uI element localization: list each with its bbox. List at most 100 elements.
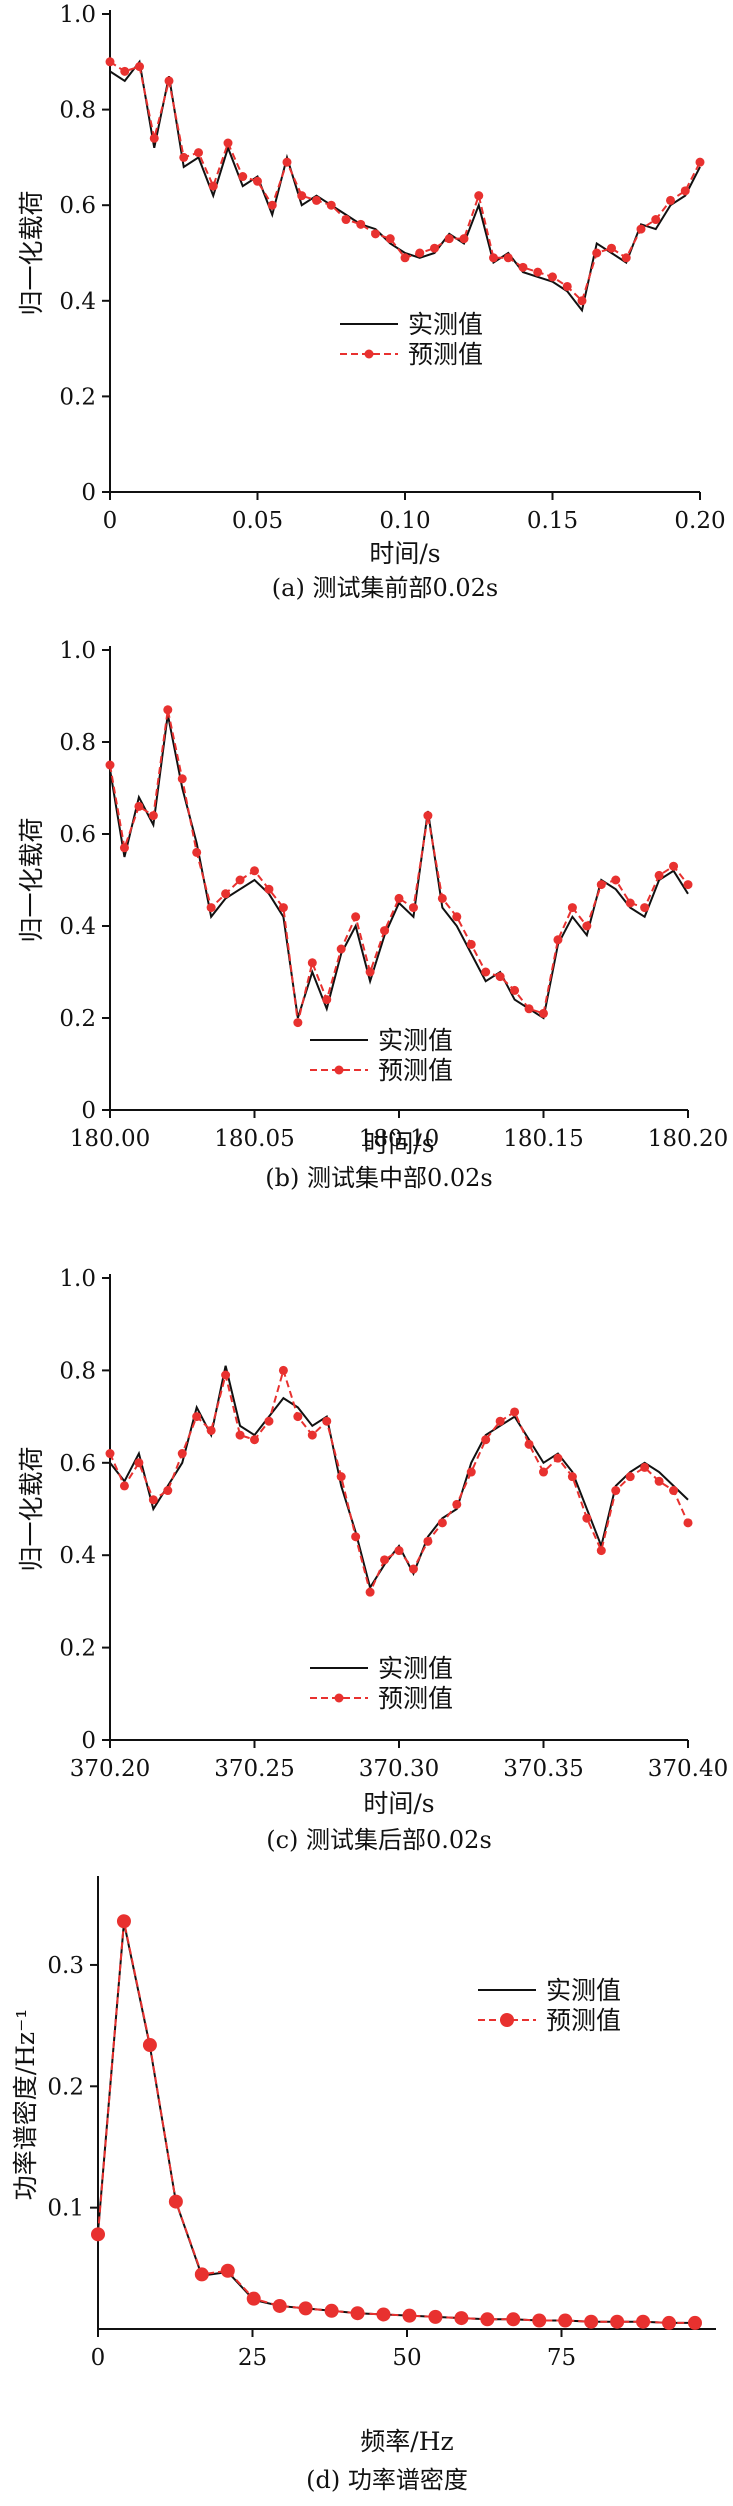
predicted-point [278,1365,288,1375]
predicted-point [654,1476,664,1486]
predicted-point [341,215,351,225]
legend-predicted-label: 预测值 [378,1684,453,1713]
predicted-point [695,157,705,167]
predicted-point [177,774,187,784]
x-tick-label: 0.05 [232,508,283,534]
chart-panel-a: 0 0.05 0.10 0.15 0.20 0 0.2 0.4 0.6 0.8 1.0 时间/s 归一化… [17,2,726,602]
predicted-point [350,2306,365,2321]
predicted-point [312,195,321,205]
predicted-point [669,1486,679,1496]
legend-predicted-label: 预测值 [546,2006,621,2035]
predicted-point [351,1532,361,1542]
x-tick-label: 180.15 [503,1126,583,1152]
y-tick-label: 0.6 [59,1451,96,1477]
legend-measured-label: 实测值 [408,310,483,339]
predicted-point [611,1486,621,1496]
predicted-point [148,1495,158,1505]
x-axis-label: 时间/s [363,1129,434,1158]
y-tick-label: 0.4 [59,1543,96,1569]
predicted-point [437,1518,447,1528]
predicted-point [105,760,115,770]
x-tick-label: 370.30 [359,1756,439,1782]
predicted-point [135,62,144,72]
y-axis-label: 归一化载荷 [17,190,46,315]
predicted-point [548,272,557,282]
predicted-point [134,1458,144,1468]
predicted-point [164,76,174,86]
predicted-point [163,705,173,715]
predicted-point [293,1018,303,1028]
y-tick-label: 0.2 [59,1636,96,1662]
predicted-point [651,215,661,225]
predicted-point [264,884,274,894]
y-tick-label: 0.8 [59,98,96,124]
predicted-point [179,152,189,162]
y-tick-label: 0.6 [59,822,96,848]
predicted-point [336,1472,346,1482]
predicted-point [400,253,410,263]
predicted-point [119,843,129,853]
series-measured-line [109,714,689,1020]
predicted-point [307,958,317,968]
predicted-point [640,1462,650,1472]
y-tick-label: 0.4 [59,914,96,940]
predicted-point [356,219,366,229]
predicted-point [680,186,690,196]
predicted-point [510,1407,520,1417]
predicted-point [365,967,375,977]
predicted-point [298,2301,313,2316]
y-axis-label: 归一化载荷 [17,817,46,942]
y-tick-label: 0 [81,480,96,506]
y-tick-label: 0 [81,1098,96,1124]
x-axis-label: 频率/Hz [360,2427,453,2456]
legend-predicted-marker [334,1693,344,1703]
predicted-point [380,926,390,936]
predicted-point [250,866,259,876]
chart-panel-d: 0 25 50 75 0.1 0.2 0.3 频率/Hz 功率谱密度/Hz⁻¹ (d) 功率谱密度… [11,1876,716,2494]
predicted-point [250,1435,259,1445]
panel-caption: (a) 测试集前部0.02s [272,574,498,602]
predicted-point [683,880,693,890]
predicted-point [592,248,602,258]
predicted-point [654,870,664,880]
predicted-point [524,1004,534,1014]
predicted-point [192,1412,202,1422]
predicted-point [220,2263,235,2278]
predicted-point [683,1518,693,1528]
predicted-point [454,2311,469,2326]
predicted-point [669,861,679,871]
predicted-point [430,243,439,253]
predicted-point [402,2308,417,2323]
predicted-point [351,912,361,922]
panel-caption: (b) 测试集中部0.02s [265,1164,492,1192]
predicted-point [208,181,218,191]
y-tick-label: 0.2 [59,384,96,410]
y-tick-label: 0.8 [59,1358,96,1384]
predicted-point [278,903,288,913]
predicted-point [264,1416,274,1426]
predicted-point [238,172,248,182]
predicted-point [415,248,425,258]
predicted-point [452,1499,462,1509]
predicted-point [177,1449,187,1459]
predicted-point [116,1914,131,1929]
predicted-point [246,2291,261,2306]
predicted-point [376,2307,391,2322]
legend-predicted-marker [334,1065,344,1075]
predicted-point [687,2315,702,2330]
x-axis-label: 时间/s [369,539,440,568]
predicted-point [459,234,469,244]
predicted-point [553,935,563,945]
predicted-point [636,224,646,234]
predicted-point [481,1435,491,1445]
predicted-point [394,893,404,903]
predicted-point [437,893,447,903]
predicted-point [532,2313,547,2328]
predicted-point [466,1467,476,1477]
panel-caption: (d) 功率谱密度 [306,2466,468,2494]
predicted-point [194,148,203,158]
